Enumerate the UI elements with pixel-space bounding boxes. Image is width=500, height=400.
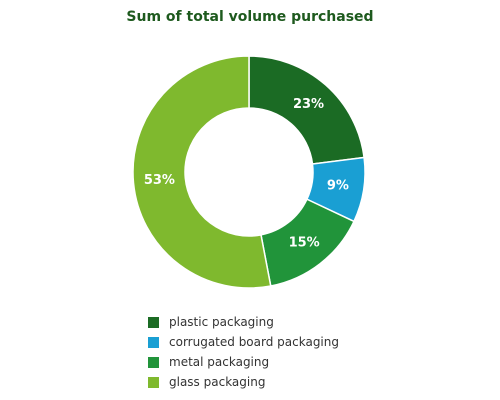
legend-swatch-glass [148,376,159,388]
legend-label-corrugated: corrugated board packaging [169,335,339,349]
slice-label-glass: 53% [144,173,175,188]
legend-swatch-metal [148,356,159,368]
legend-swatch-corrugated [148,336,159,348]
chart-title: Sum of total volume purchased [126,9,374,25]
legend-item-plastic: plastic packaging [148,312,339,332]
legend-swatch-plastic [148,316,159,328]
legend-item-metal: metal packaging [148,352,339,372]
legend: plastic packaging corrugated board packa… [148,312,339,392]
slice-label-corrugated: 9% [327,179,349,194]
legend-item-corrugated: corrugated board packaging [148,332,339,352]
slice-plastic [248,55,365,165]
legend-label-metal: metal packaging [169,355,270,369]
legend-label-glass: glass packaging [169,375,266,389]
slice-label-metal: 15% [289,236,320,251]
slice-glass [132,55,272,289]
legend-label-plastic: plastic packaging [169,315,274,329]
donut-chart: 23% 9% 15% 53% [132,55,366,289]
slice-label-plastic: 23% [293,97,324,112]
legend-item-glass: glass packaging [148,372,339,392]
